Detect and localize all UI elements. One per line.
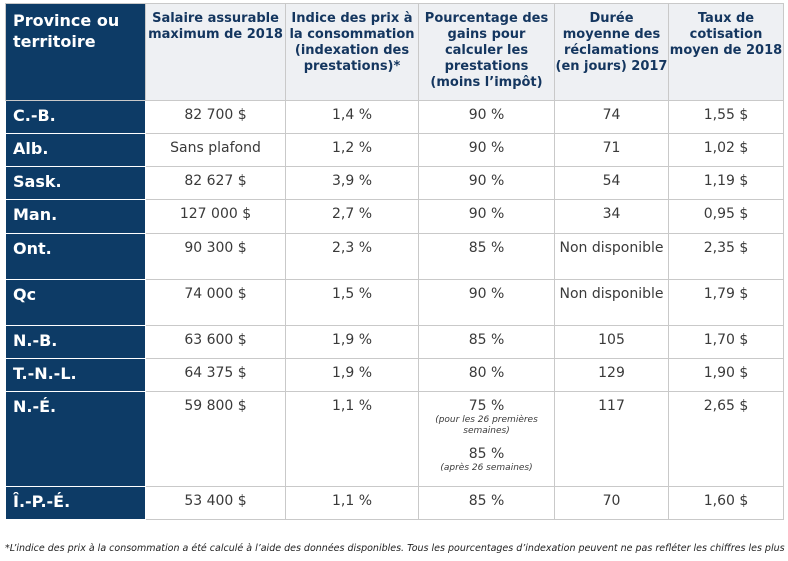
- taux-cell: 1,02 $: [668, 133, 784, 168]
- duree-cell: 70: [554, 485, 669, 521]
- pourcentage-cell: 85 %: [418, 232, 555, 280]
- pourcentage-cell: 90 %: [418, 166, 555, 201]
- duree-cell: Non disponible: [554, 278, 669, 327]
- province-cell: Qc: [5, 278, 146, 327]
- taux-cell: 2,65 $: [668, 391, 784, 487]
- duree-cell: 74: [554, 99, 669, 135]
- province-cell: N.-É.: [5, 391, 146, 487]
- indice-cell: 1,2 %: [285, 133, 419, 168]
- salaire-cell: 64 375 $: [145, 358, 286, 393]
- duree-cell: 117: [554, 391, 669, 487]
- salaire-cell: 127 000 $: [145, 199, 286, 234]
- salaire-cell: 74 000 $: [145, 278, 286, 327]
- header-pourcentage: Pourcentage des gains pour calculer les …: [418, 3, 555, 101]
- header-row: Province ou territoire Salaire assurable…: [5, 3, 784, 101]
- salaire-cell: 59 800 $: [145, 391, 286, 487]
- header-taux: Taux de cotisation moyen de 2018: [668, 3, 784, 101]
- table-row: Î.-P.-É. 53 400 $ 1,1 % 85 % 70 1,60 $: [5, 485, 784, 521]
- salaire-cell: 82 627 $: [145, 166, 286, 201]
- header-province: Province ou territoire: [5, 3, 146, 101]
- indice-cell: 1,5 %: [285, 278, 419, 327]
- pourcentage-cell: 85 %: [418, 485, 555, 521]
- duree-cell: 54: [554, 166, 669, 201]
- footnote: *L’indice des prix à la consommation a é…: [5, 543, 788, 554]
- table-row: Qc 74 000 $ 1,5 % 90 % Non disponible 1,…: [5, 278, 784, 327]
- province-cell: Alb.: [5, 133, 146, 168]
- province-cell: N.-B.: [5, 325, 146, 360]
- table-row: Alb. Sans plafond 1,2 % 90 % 71 1,02 $: [5, 133, 784, 168]
- pourcentage-cell: 90 %: [418, 133, 555, 168]
- taux-cell: 1,90 $: [668, 358, 784, 393]
- taux-cell: 1,60 $: [668, 485, 784, 521]
- salaire-cell: 82 700 $: [145, 99, 286, 135]
- pourcentage-note: (pour les 26 premières semaines): [435, 415, 538, 437]
- pourcentage-cell: 90 %: [418, 199, 555, 234]
- pourcentage-value-2: 85 %: [468, 446, 505, 463]
- pourcentage-cell: 90 %: [418, 278, 555, 327]
- header-salaire: Salaire assurable maximum de 2018: [145, 3, 286, 101]
- table-row: T.-N.-L. 64 375 $ 1,9 % 80 % 129 1,90 $: [5, 358, 784, 393]
- table-row: Ont. 90 300 $ 2,3 % 85 % Non disponible …: [5, 232, 784, 280]
- indice-cell: 1,1 %: [285, 485, 419, 521]
- salaire-cell: Sans plafond: [145, 133, 286, 168]
- indice-cell: 1,9 %: [285, 325, 419, 360]
- province-cell: C.-B.: [5, 99, 146, 135]
- salaire-cell: 63 600 $: [145, 325, 286, 360]
- pourcentage-value: 75 %: [468, 398, 505, 415]
- pourcentage-cell: 75 % (pour les 26 premières semaines) 85…: [418, 391, 555, 487]
- indice-cell: 2,3 %: [285, 232, 419, 280]
- indice-cell: 1,4 %: [285, 99, 419, 135]
- duree-cell: 129: [554, 358, 669, 393]
- province-cell: Man.: [5, 199, 146, 234]
- provincial-comparison-table: Province ou territoire Salaire assurable…: [5, 3, 784, 521]
- pourcentage-cell: 80 %: [418, 358, 555, 393]
- table-row: Man. 127 000 $ 2,7 % 90 % 34 0,95 $: [5, 199, 784, 234]
- province-cell: T.-N.-L.: [5, 358, 146, 393]
- indice-cell: 2,7 %: [285, 199, 419, 234]
- taux-cell: 1,55 $: [668, 99, 784, 135]
- indice-cell: 1,1 %: [285, 391, 419, 487]
- pourcentage-cell: 90 %: [418, 99, 555, 135]
- taux-cell: 1,79 $: [668, 278, 784, 327]
- taux-cell: 0,95 $: [668, 199, 784, 234]
- province-cell: Sask.: [5, 166, 146, 201]
- table-row: N.-É. 59 800 $ 1,1 % 75 % (pour les 26 p…: [5, 391, 784, 487]
- taux-cell: 1,70 $: [668, 325, 784, 360]
- table-row: N.-B. 63 600 $ 1,9 % 85 % 105 1,70 $: [5, 325, 784, 360]
- duree-cell: Non disponible: [554, 232, 669, 280]
- indice-cell: 3,9 %: [285, 166, 419, 201]
- salaire-cell: 53 400 $: [145, 485, 286, 521]
- header-indice: Indice des prix à la consommation (index…: [285, 3, 419, 101]
- pourcentage-note-2: (après 26 semaines): [440, 463, 533, 474]
- taux-cell: 1,19 $: [668, 166, 784, 201]
- duree-cell: 105: [554, 325, 669, 360]
- province-cell: Î.-P.-É.: [5, 485, 146, 521]
- pourcentage-cell: 85 %: [418, 325, 555, 360]
- taux-cell: 2,35 $: [668, 232, 784, 280]
- header-duree: Durée moyenne des réclamations (en jours…: [554, 3, 669, 101]
- salaire-cell: 90 300 $: [145, 232, 286, 280]
- table-row: C.-B. 82 700 $ 1,4 % 90 % 74 1,55 $: [5, 99, 784, 135]
- table-row: Sask. 82 627 $ 3,9 % 90 % 54 1,19 $: [5, 166, 784, 201]
- indice-cell: 1,9 %: [285, 358, 419, 393]
- duree-cell: 34: [554, 199, 669, 234]
- province-cell: Ont.: [5, 232, 146, 280]
- duree-cell: 71: [554, 133, 669, 168]
